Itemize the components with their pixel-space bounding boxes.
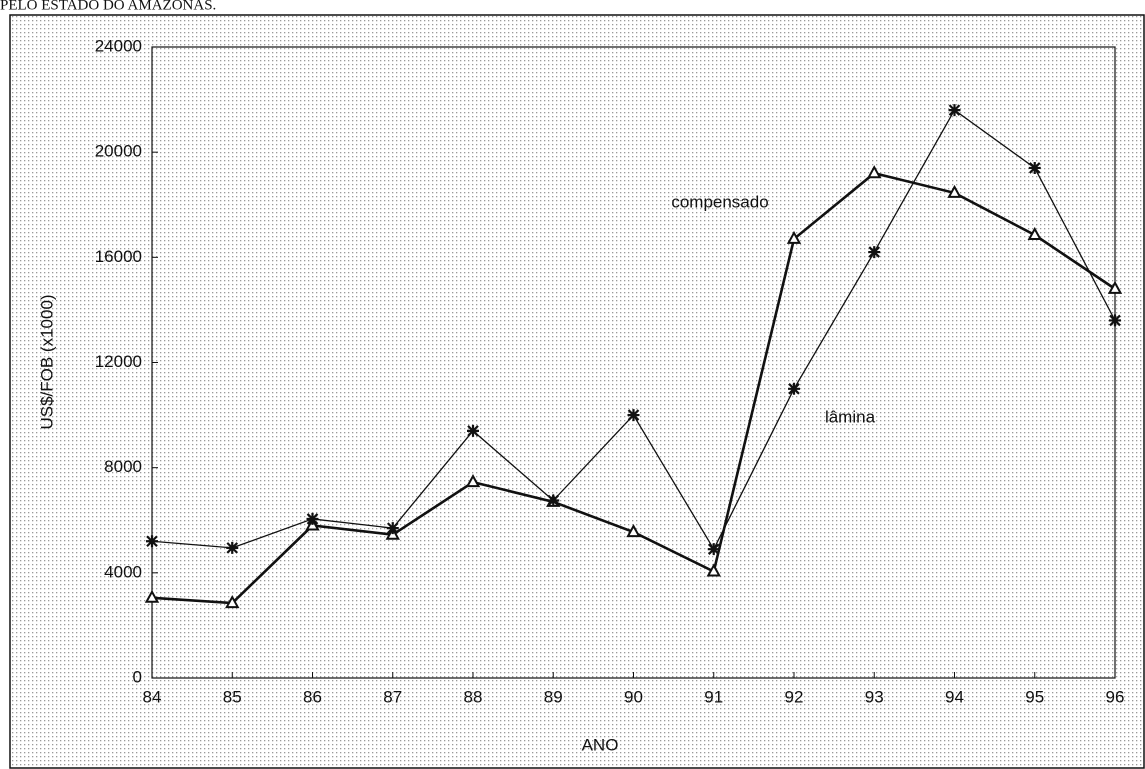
point — [868, 246, 881, 259]
x-tick-label: 90 — [624, 687, 643, 706]
point — [626, 524, 641, 538]
y-tick-label: 8000 — [104, 457, 142, 476]
point — [465, 474, 481, 488]
point — [306, 512, 319, 525]
caption: PELO ESTADO DO AMAZONAS. — [0, 0, 216, 13]
y-axis-label: US$/FOB (x1000) — [37, 294, 56, 429]
point — [1107, 280, 1123, 294]
x-tick-label: 93 — [865, 687, 884, 706]
point — [627, 409, 640, 422]
point — [867, 165, 882, 179]
x-axis-label: ANO — [582, 735, 619, 754]
x-tick-label: 94 — [945, 687, 964, 706]
point — [1109, 314, 1121, 327]
x-tick-label: 92 — [785, 687, 804, 706]
x-tick-label: 88 — [464, 687, 483, 706]
point — [948, 104, 961, 117]
x-tick-label: 96 — [1106, 687, 1125, 706]
point — [706, 563, 721, 577]
point — [146, 535, 158, 548]
point — [788, 382, 800, 395]
point — [226, 541, 239, 554]
x-tick-label: 89 — [544, 687, 563, 706]
point — [947, 184, 962, 198]
point — [786, 230, 802, 244]
y-tick-label: 24000 — [95, 36, 142, 55]
point — [386, 522, 399, 535]
frame — [9, 14, 1145, 769]
point — [547, 494, 560, 507]
point — [1028, 161, 1041, 174]
x-tick-label: 87 — [383, 687, 402, 706]
x-tick-label: 84 — [143, 687, 162, 706]
series-label: lâmina — [825, 407, 876, 426]
series-label: compensado — [671, 192, 768, 211]
point — [144, 589, 160, 603]
y-tick-label: 20000 — [95, 142, 142, 161]
x-tick-label: 91 — [704, 687, 723, 706]
y-tick-label: 12000 — [95, 352, 142, 371]
y-tick-label: 16000 — [95, 247, 142, 266]
x-tick-label: 86 — [303, 687, 322, 706]
point — [1027, 226, 1042, 240]
x-tick-label: 95 — [1025, 687, 1044, 706]
point — [707, 543, 720, 556]
point — [467, 424, 479, 437]
y-tick-label: 0 — [133, 667, 142, 686]
point — [225, 594, 240, 609]
y-tick-label: 4000 — [104, 562, 142, 581]
x-tick-label: 85 — [223, 687, 242, 706]
